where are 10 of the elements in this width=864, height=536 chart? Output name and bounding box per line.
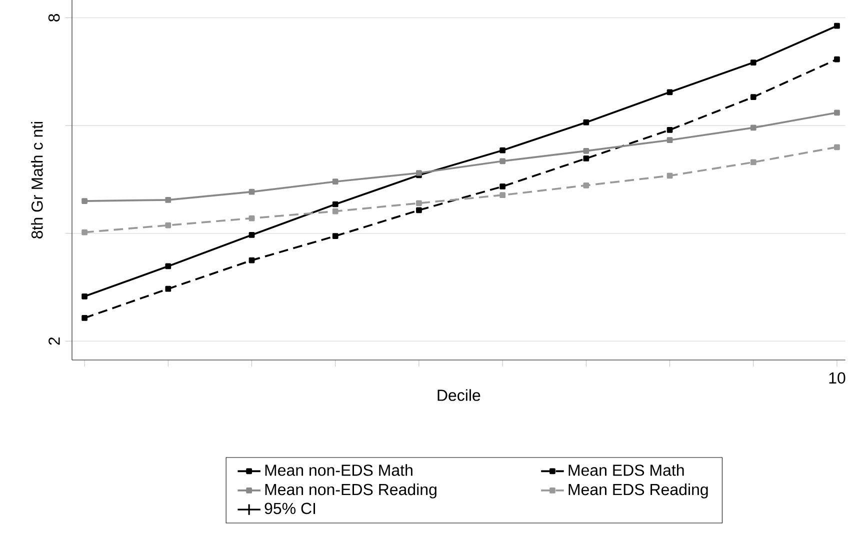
legend-label: Mean non-EDS Math [265, 464, 412, 476]
legend-label: 95% CI [264, 502, 316, 514]
x-axis-title: Decile [438, 389, 480, 401]
y-tick-label: 2 [48, 337, 60, 345]
legend-label: Mean EDS Math [568, 464, 684, 476]
legend-label: Mean non-EDS Reading [265, 483, 436, 498]
legend-label: Mean EDS Reading [568, 483, 708, 498]
x-tick-label: 10 [829, 372, 846, 384]
y-tick-label: 8 [48, 14, 60, 22]
y-axis-title: 8th Gr Math c nti [31, 122, 43, 238]
